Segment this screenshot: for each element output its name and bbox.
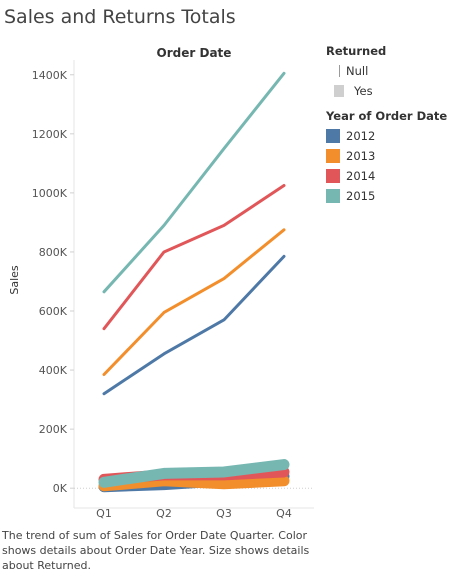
y-tick-label: 800K <box>39 246 68 259</box>
y-tick-label: 200K <box>39 423 68 436</box>
axes: Order Date 0K 200K 400K 600K 800K 1000K 1200K 14… <box>8 46 314 520</box>
legend-label: 2014 <box>346 169 375 183</box>
legend-item-yes[interactable]: Yes <box>326 81 462 101</box>
color-swatch-icon <box>326 149 340 163</box>
y-tick-label: 600K <box>39 305 68 318</box>
x-tick-label: Q2 <box>156 507 172 520</box>
legend-label: Null <box>346 64 368 78</box>
color-swatch-icon <box>326 169 340 183</box>
sales-lines <box>104 73 284 393</box>
x-tick-label: Q4 <box>276 507 292 520</box>
legend: Returned Null Yes Year of Order Date 201… <box>326 44 462 206</box>
legend-label: 2013 <box>346 149 375 163</box>
y-tick-label: 400K <box>39 364 68 377</box>
legend-title-returned: Returned <box>326 44 462 58</box>
y-tick-label: 1000K <box>32 187 68 200</box>
legend-item-2014[interactable]: 2014 <box>326 166 462 186</box>
sales-line-2013 <box>104 230 284 375</box>
returns-lines <box>104 465 284 487</box>
color-swatch-icon <box>326 129 340 143</box>
legend-item-2012[interactable]: 2012 <box>326 126 462 146</box>
sales-line-2015 <box>104 73 284 292</box>
legend-label: Yes <box>354 84 373 98</box>
y-axis-label: Sales <box>8 265 21 295</box>
legend-item-2015[interactable]: 2015 <box>326 186 462 206</box>
x-tick-label: Q3 <box>216 507 232 520</box>
sales-line-2012 <box>104 256 284 393</box>
thin-line-swatch-icon <box>326 64 340 78</box>
y-tick-label: 0K <box>53 482 68 495</box>
y-tick-label: 1400K <box>32 69 68 82</box>
legend-item-2013[interactable]: 2013 <box>326 146 462 166</box>
legend-label: 2012 <box>346 129 375 143</box>
y-tick-label: 1200K <box>32 128 68 141</box>
legend-item-null[interactable]: Null <box>326 61 462 81</box>
year-legend: 2012 2013 2014 2015 <box>326 126 462 206</box>
legend-title-year: Year of Order Date <box>326 109 462 123</box>
chart-caption: The trend of sum of Sales for Order Date… <box>2 528 322 573</box>
thick-line-swatch-icon <box>334 85 344 97</box>
color-swatch-icon <box>326 189 340 203</box>
column-header: Order Date <box>157 46 232 60</box>
x-tick-label: Q1 <box>96 507 112 520</box>
legend-label: 2015 <box>346 189 375 203</box>
sales-line-2014 <box>104 186 284 329</box>
